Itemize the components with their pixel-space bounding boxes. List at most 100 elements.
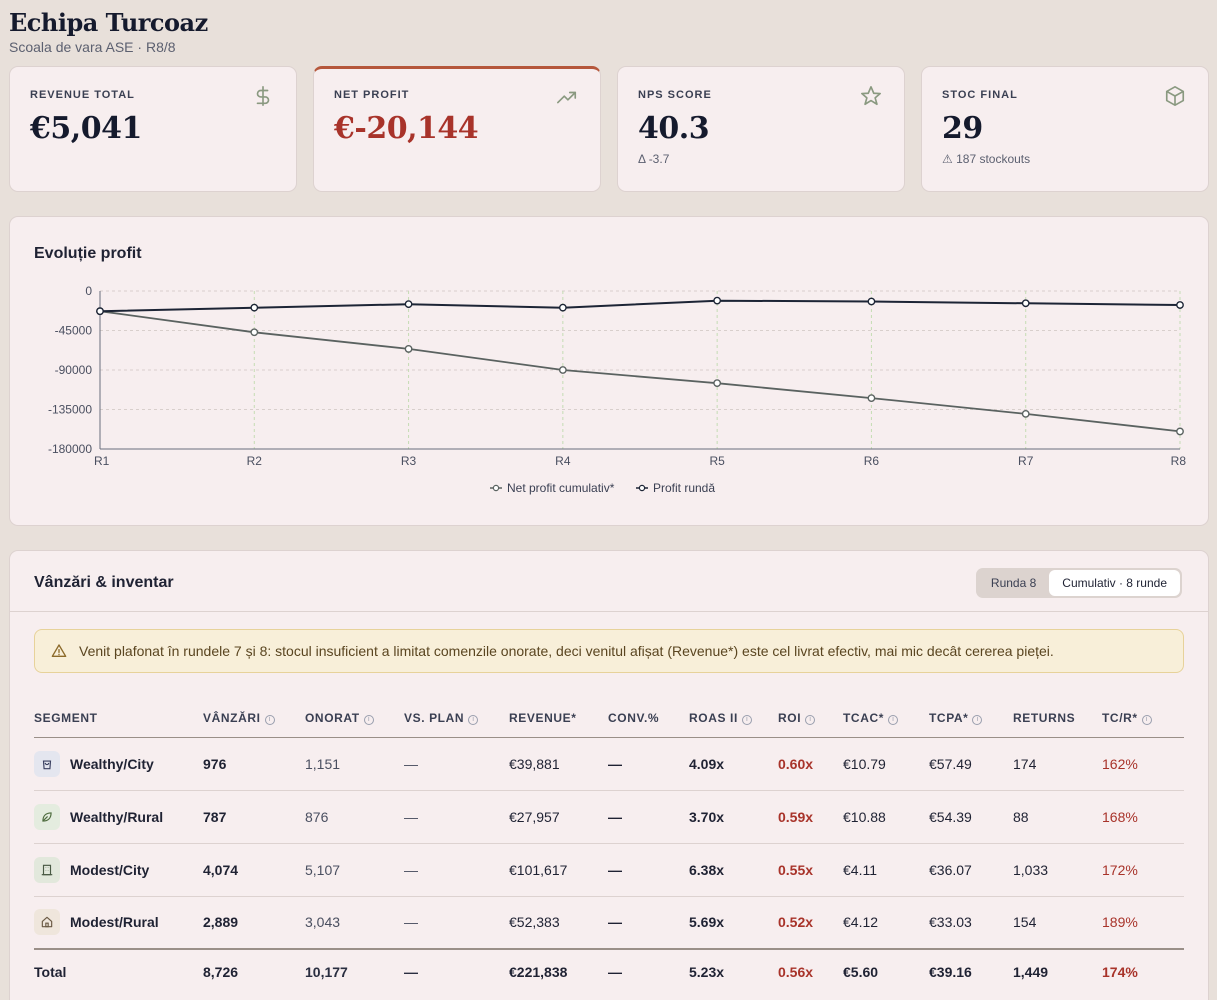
info-icon[interactable]: i: [1141, 714, 1152, 725]
segment-cell: Modest/Rural: [34, 896, 203, 950]
table-cell: 189%: [1102, 896, 1184, 950]
legend-marker: [492, 484, 500, 492]
total-cell: 0.56x: [778, 948, 843, 994]
data-point: [404, 345, 413, 353]
x-tick-label: R3: [401, 454, 417, 468]
toggle-cumulative[interactable]: Cumulativ · 8 runde: [1049, 570, 1180, 596]
bag-icon: [34, 750, 60, 777]
table-cell: 787: [203, 790, 305, 844]
segment-name: Wealthy/Rural: [70, 808, 164, 825]
table-row[interactable]: Wealthy/Rural 787 876— €27,957—3.70x 0.59x €1…: [34, 790, 1184, 844]
column-header-label: TC/R*: [1102, 710, 1138, 725]
info-icon[interactable]: i: [972, 714, 983, 725]
total-cell: €5.60: [843, 948, 929, 994]
info-icon[interactable]: i: [264, 714, 275, 725]
toggle-round-8[interactable]: Runda 8: [990, 576, 1037, 590]
x-tick-label: R6: [864, 454, 880, 468]
column-header-label: REVENUE*: [509, 710, 577, 725]
chart-title: Evoluție profit: [34, 245, 142, 262]
x-tick-label: R1: [94, 454, 110, 468]
trending-up-icon: [557, 91, 577, 104]
x-tick-label: R7: [1018, 454, 1034, 468]
kpi-label: REVENUE TOTAL: [30, 89, 135, 101]
profit-chart-card: Evoluție profit 0 -45000 -90000 -135000 -180…: [9, 216, 1209, 526]
info-icon[interactable]: i: [363, 714, 374, 725]
table-cell: €10.79: [843, 737, 929, 791]
kpi-label: NPS SCORE: [638, 89, 712, 101]
legend-label: Net profit cumulativ*: [507, 481, 615, 495]
table-header-row: SEGMENT VÂNZĂRI i ONORAT i VS. PLAN i REVENUE* C…: [34, 699, 1184, 738]
table-cell: €27,957: [509, 790, 608, 844]
total-cell: —: [608, 948, 689, 994]
data-point: [713, 379, 722, 388]
data-point: [558, 366, 567, 374]
kpi-note: ⚠ 187 stockouts: [942, 152, 1031, 166]
x-tick-label: R4: [555, 454, 571, 468]
kpi-card-nps: NPS SCORE 40.3 Δ -3.7: [617, 66, 905, 192]
column-header: VS. PLAN i: [404, 699, 509, 738]
building-icon: [34, 856, 60, 883]
column-header-label: VÂNZĂRI: [203, 710, 261, 725]
page-subtitle: Scoala de vara ASE · R8/8: [9, 39, 176, 55]
y-tick-label: -180000: [48, 442, 92, 456]
info-icon[interactable]: i: [888, 714, 898, 725]
table-row[interactable]: Wealthy/City 976 1,151— €39,881—4.09x 0.60x €…: [34, 737, 1184, 791]
alert-text: Venit plafonat în rundele 7 și 8: stocul…: [79, 643, 1054, 659]
segment-name: Modest/Rural: [70, 914, 159, 931]
total-cell: 5.23x: [689, 948, 778, 994]
table-cell: 0.60x: [778, 737, 843, 791]
table-row[interactable]: Modest/City 4,074 5,107— €101,617—6.38x 0.55…: [34, 843, 1184, 897]
y-tick-label: -45000: [55, 324, 93, 338]
kpi-card-net-profit: NET PROFIT €-20,144: [313, 66, 601, 192]
y-tick-label: -135000: [48, 403, 92, 417]
data-point: [1176, 301, 1184, 309]
total-cell: €39.16: [929, 948, 1013, 994]
total-cell: —: [404, 948, 509, 994]
column-header: RETURNS: [1013, 699, 1102, 738]
column-header: CONV.%: [608, 699, 689, 738]
kpi-label: NET PROFIT: [334, 89, 410, 101]
info-icon[interactable]: i: [805, 714, 816, 725]
table-row[interactable]: Modest/Rural 2,889 3,043— €52,383—5.69x 0.52…: [34, 896, 1184, 950]
table-cell: 1,033: [1013, 843, 1102, 897]
data-point: [867, 297, 876, 306]
box-icon: [1165, 86, 1185, 106]
table-cell: 2,889: [203, 896, 305, 950]
segment-name: Modest/City: [70, 861, 150, 878]
column-header-label: RETURNS: [1013, 710, 1076, 725]
dollar-icon: [256, 86, 270, 106]
table-cell: —: [404, 896, 509, 950]
data-point: [1176, 427, 1184, 436]
info-icon[interactable]: i: [741, 714, 752, 725]
table-cell: 1,151: [305, 737, 404, 791]
table-cell: 976: [203, 737, 305, 791]
table-cell: 174: [1013, 737, 1102, 791]
kpi-value: 40.3: [638, 111, 710, 146]
leaf-icon: [34, 803, 60, 830]
table-cell: —: [608, 737, 689, 791]
segment-cell: Modest/City: [34, 843, 203, 897]
divider: [10, 611, 1208, 612]
table-cell: —: [608, 896, 689, 950]
kpi-value: 29: [942, 111, 983, 146]
kpi-value: €5,041: [30, 111, 142, 146]
column-header-label: SEGMENT: [34, 710, 98, 725]
column-header: VÂNZĂRI i: [203, 699, 305, 738]
table-cell: 4,074: [203, 843, 305, 897]
table-cell: 6.38x: [689, 843, 778, 897]
column-header: TCPA* i: [929, 699, 1013, 738]
kpi-value: €-20,144: [334, 111, 479, 146]
total-cell: €221,838: [509, 948, 608, 994]
table-cell: 5,107: [305, 843, 404, 897]
data-point: [1021, 409, 1030, 418]
x-tick-label: R8: [1171, 454, 1187, 468]
column-header: ROAS II i: [689, 699, 778, 738]
column-header: TC/R* i: [1102, 699, 1184, 738]
column-header-label: VS. PLAN: [404, 710, 465, 725]
segment-cell: Wealthy/Rural: [34, 790, 203, 844]
info-icon[interactable]: i: [468, 714, 479, 725]
sales-title: Vânzări & inventar: [34, 574, 174, 591]
table-cell: 5.69x: [689, 896, 778, 950]
column-header: ONORAT i: [305, 699, 404, 738]
